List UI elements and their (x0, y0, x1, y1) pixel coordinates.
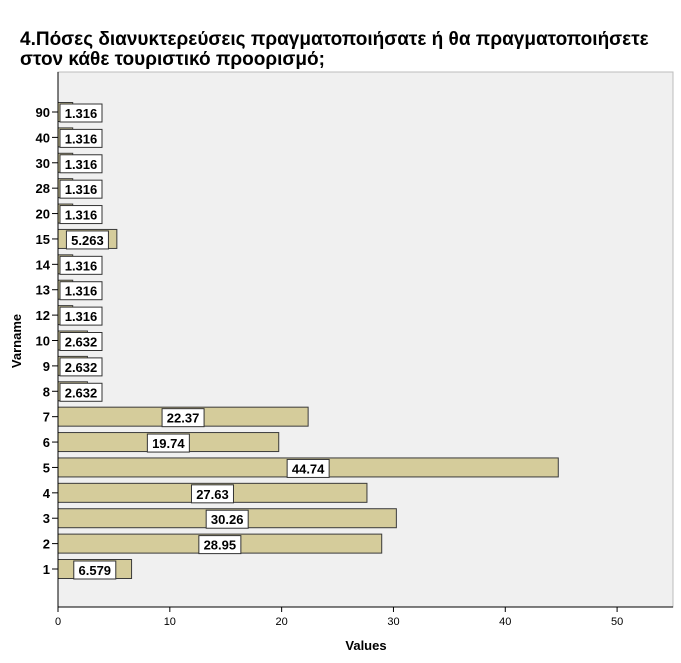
data-label-14: 1.316 (59, 255, 103, 275)
data-label-box (198, 535, 242, 555)
data-label-box (59, 128, 103, 148)
data-label-value: 1.316 (65, 284, 98, 299)
data-label-box (59, 306, 103, 326)
data-label-90: 1.316 (59, 103, 103, 123)
data-label-30: 1.316 (59, 154, 103, 174)
data-label-20: 1.316 (59, 205, 103, 225)
y-tick-label: 20 (36, 207, 50, 222)
data-label-6: 19.74 (146, 433, 190, 453)
y-tick-label: 28 (36, 181, 50, 196)
data-label-value: 1.316 (65, 182, 98, 197)
data-label-value: 27.63 (196, 487, 229, 502)
data-label-1: 6.579 (73, 560, 117, 580)
y-tick-label: 9 (43, 359, 50, 374)
y-tick-label: 4 (43, 486, 51, 501)
data-label-7: 22.37 (161, 408, 205, 428)
y-tick-label: 8 (43, 384, 50, 399)
x-axis-title: Values (345, 638, 386, 653)
data-label-13: 1.316 (59, 281, 103, 301)
data-label-box (146, 433, 190, 453)
data-label-value: 1.316 (65, 157, 98, 172)
data-label-value: 19.74 (152, 436, 185, 451)
y-tick-label: 1 (43, 562, 50, 577)
y-tick-label: 2 (43, 537, 50, 552)
data-label-9: 2.632 (59, 357, 103, 377)
y-tick-label: 15 (36, 232, 50, 247)
data-label-box (59, 382, 103, 402)
data-label-box (59, 154, 103, 174)
data-label-value: 6.579 (79, 563, 112, 578)
data-label-40: 1.316 (59, 128, 103, 148)
y-tick-label: 7 (43, 410, 50, 425)
x-axis: 0 10 20 30 40 50 (55, 606, 673, 628)
x-tick-label: 30 (387, 616, 399, 628)
data-label-15: 5.263 (65, 230, 109, 250)
y-axis-title: Varname (9, 314, 24, 368)
data-label-value: 1.316 (65, 106, 98, 121)
data-label-box (59, 332, 103, 351)
y-tick-label: 3 (43, 511, 50, 526)
y-tick-label: 14 (36, 257, 51, 272)
data-label-value: 1.316 (65, 131, 98, 146)
data-label-box (59, 205, 103, 225)
data-label-value: 1.316 (65, 309, 98, 324)
data-label-box (59, 255, 103, 275)
data-label-box (59, 179, 103, 199)
data-label-5: 44.74 (286, 458, 330, 478)
data-label-value: 30.26 (211, 512, 244, 527)
x-tick-label: 50 (611, 616, 623, 628)
data-label-value: 28.95 (204, 538, 237, 553)
data-label-value: 44.74 (292, 461, 325, 476)
data-label-box (161, 408, 205, 428)
data-label-12: 1.316 (59, 306, 103, 326)
y-tick-label: 40 (36, 130, 50, 145)
x-tick-label: 20 (276, 616, 288, 628)
data-label-value: 1.316 (65, 258, 98, 273)
data-label-box (205, 509, 249, 529)
data-label-4: 27.63 (190, 484, 234, 504)
data-label-box (59, 103, 103, 123)
data-label-value: 2.632 (65, 360, 98, 375)
data-label-value: 22.37 (167, 411, 200, 426)
data-label-value: 2.632 (65, 335, 98, 350)
y-tick-label: 6 (43, 435, 50, 450)
data-label-2: 28.95 (198, 535, 242, 555)
data-label-8: 2.632 (59, 382, 103, 402)
data-label-3: 30.26 (205, 509, 249, 529)
data-label-value: 5.263 (71, 233, 104, 248)
y-tick-label: 13 (36, 283, 50, 298)
chart-title: 4.Πόσες διανυκτερεύσεις πραγματοποιήσατε… (20, 29, 649, 70)
y-tick-label: 90 (36, 105, 50, 120)
y-tick-label: 30 (36, 156, 50, 171)
data-label-box (286, 458, 330, 478)
data-labels-layer: 6.579 28.95 30.26 27.63 44.74 19.74 22.37 2.632… (59, 103, 330, 580)
y-tick-label: 5 (43, 460, 50, 475)
x-tick-label: 40 (499, 616, 511, 628)
data-label-box (59, 357, 103, 377)
y-tick-label: 10 (36, 334, 50, 349)
data-label-10: 2.632 (59, 332, 103, 351)
data-label-value: 1.316 (65, 208, 98, 223)
data-label-box (190, 484, 234, 504)
data-label-value: 2.632 (65, 385, 98, 400)
data-label-box (73, 560, 117, 580)
x-tick-label: 0 (55, 616, 61, 628)
data-label-28: 1.316 (59, 179, 103, 199)
x-tick-label: 10 (164, 616, 176, 628)
data-label-box (65, 230, 109, 250)
data-label-box (59, 281, 103, 301)
y-tick-label: 12 (36, 308, 50, 323)
